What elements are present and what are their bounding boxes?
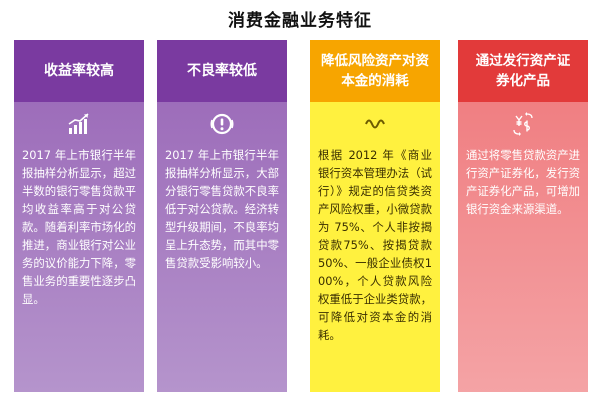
bar-chart-growth-icon <box>68 113 89 134</box>
card-low-npl: 不良率较低 2017 年上市银行半年报抽样分析显示，大部分银行零售贷款不良率低于… <box>157 40 287 392</box>
card-title-line: 降低风险资产对资 <box>321 53 429 69</box>
card-body: 2017 年上市银行半年报抽样分析显示，超过半数的银行零售贷款平均收益率高于对公… <box>14 102 144 392</box>
card-reduce-capital-consumption: 降低风险资产对资 本金的消耗 根据 2012 年《商业银行资本管理办法（试行）》… <box>310 40 440 392</box>
wave-icon <box>365 119 385 129</box>
card-text: 通过将零售贷款资产进行资产证券化，发行资产证券化产品，可增加银行资金来源渠道。 <box>466 148 580 216</box>
card-body: 通过将零售贷款资产进行资产证券化，发行资产证券化产品，可增加银行资金来源渠道。 <box>458 102 588 392</box>
card-text: 根据 2012 年《商业银行资本管理办法（试行）》规定的信贷类资产风险权重，小微… <box>318 148 432 342</box>
card-header: 通过发行资产证 券化产品 <box>458 40 588 102</box>
card-high-yield: 收益率较高 2017 年上市银行半年报抽样分析显示，超过半数的银行零售贷款平均收… <box>14 40 144 392</box>
card-securitization: 通过发行资产证 券化产品 通过将零售贷款资产进行资产证券化，发行资产证券化产品，… <box>458 40 588 392</box>
card-header: 降低风险资产对资 本金的消耗 <box>310 40 440 102</box>
card-title-line: 本金的消耗 <box>341 73 409 89</box>
card-text: 2017 年上市银行半年报抽样分析显示，大部分银行零售贷款不良率低于对公贷款。经… <box>165 148 279 270</box>
card-body: 2017 年上市银行半年报抽样分析显示，大部分银行零售贷款不良率低于对公贷款。经… <box>157 102 287 392</box>
card-title-line: 券化产品 <box>496 73 550 89</box>
currency-exchange-icon <box>513 112 533 136</box>
alert-circle-icon <box>210 113 234 135</box>
card-title: 不良率较低 <box>187 63 257 79</box>
card-header: 不良率较低 <box>157 40 287 102</box>
card-header: 收益率较高 <box>14 40 144 102</box>
page-title: 消费金融业务特征 <box>228 11 372 31</box>
card-body: 根据 2012 年《商业银行资本管理办法（试行）》规定的信贷类资产风险权重，小微… <box>310 102 440 392</box>
card-title: 收益率较高 <box>44 63 114 79</box>
card-text: 2017 年上市银行半年报抽样分析显示，超过半数的银行零售贷款平均收益率高于对公… <box>22 148 136 306</box>
card-title-line: 通过发行资产证 <box>475 53 571 69</box>
